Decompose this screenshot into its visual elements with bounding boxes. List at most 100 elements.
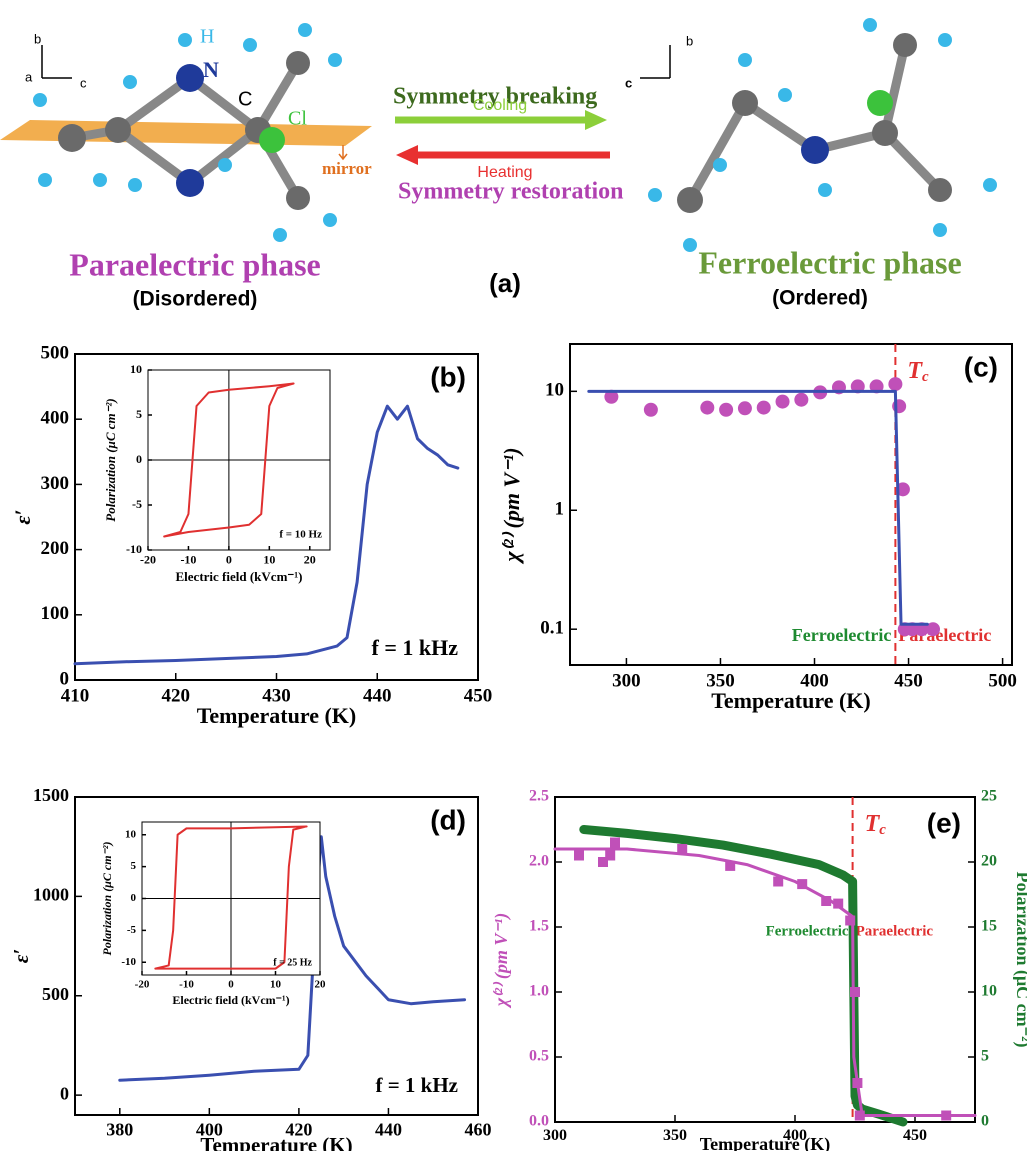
x-axis-label: Temperature (K)	[711, 688, 870, 713]
x-tick-label: -20	[140, 553, 156, 567]
atom-h	[323, 213, 337, 227]
transition-label: Symmetry restoration	[398, 179, 624, 205]
tc-subscript: c	[922, 369, 929, 385]
data-point	[941, 1111, 951, 1121]
data-point	[757, 401, 771, 415]
arrow-head	[396, 145, 418, 165]
x-tick-label: 10	[270, 978, 282, 990]
mirror-label: mirror	[322, 159, 372, 178]
atom-h	[713, 158, 727, 172]
y-tick-label: 0.5	[529, 1048, 549, 1065]
x-tick-label: 420	[162, 685, 191, 706]
tc-symbol: T	[907, 358, 923, 384]
x-axis-label: Electric field (kVcm⁻¹)	[172, 993, 289, 1007]
panel-label: (d)	[430, 804, 466, 835]
x-tick-label: 460	[465, 1119, 492, 1139]
phase-title: Ferroelectric phase	[698, 244, 961, 280]
tc-symbol: T	[865, 811, 881, 837]
atom-c	[105, 117, 131, 143]
x-tick-label: -10	[180, 553, 196, 567]
y-tick-label: 0.0	[529, 1113, 549, 1130]
atom-c	[872, 120, 898, 146]
axis-icon	[640, 45, 670, 78]
y-tick-label: -10	[121, 956, 136, 968]
figure: b a c b c H N C Cl mirror Symmetry break…	[0, 0, 1027, 1151]
data-point	[855, 1111, 865, 1121]
y-tick-label: 0.1	[540, 618, 564, 639]
axis-label: b	[34, 31, 41, 46]
y2-tick-label: 25	[981, 788, 997, 805]
panel-label: (e)	[927, 807, 961, 838]
atom-h	[178, 33, 192, 47]
y-tick-label: 500	[42, 984, 69, 1004]
atom-n	[176, 64, 204, 92]
x-axis-label: Temperature (K)	[700, 1134, 830, 1151]
data-point	[644, 403, 658, 417]
x-tick-label: 440	[375, 1119, 402, 1139]
y-tick-label: 0	[136, 452, 142, 466]
arrow-head	[585, 110, 607, 130]
axis-label: a	[25, 69, 33, 84]
y2-axis-label: Polarization (μC cm⁻²)	[1012, 871, 1027, 1047]
atom-h	[738, 53, 752, 67]
x-tick-label: 380	[106, 1119, 133, 1139]
atom-h	[243, 38, 257, 52]
atom-c	[893, 33, 917, 57]
phase-label: Paraelectric	[856, 923, 934, 939]
atom-c	[732, 90, 758, 116]
x-tick-label: 20	[315, 978, 327, 990]
y-tick-label: 100	[41, 603, 70, 624]
atom-h	[298, 23, 312, 37]
atom-c	[58, 124, 86, 152]
atom-label: N	[203, 57, 219, 82]
bond	[690, 103, 745, 200]
y-tick-label: 2.5	[529, 788, 549, 805]
y-axis-label: Polarization (μC cm⁻²)	[103, 398, 118, 521]
mirror-plane	[0, 120, 372, 146]
phase-label: Ferroelectric	[766, 923, 849, 939]
atom-h	[273, 228, 287, 242]
y-tick-label: 400	[41, 408, 70, 429]
data-point	[574, 851, 584, 861]
atom-h	[218, 158, 232, 172]
y-tick-label: 1	[555, 499, 565, 520]
atom-h	[123, 75, 137, 89]
y-tick-label: 1.5	[529, 918, 549, 935]
x-tick-label: 350	[663, 1127, 687, 1144]
chart-panel: 3003504004505000.1110Temperature (K)χ⁽²⁾…	[499, 344, 1017, 713]
atom-c	[677, 187, 703, 213]
data-point	[888, 377, 902, 391]
axis-label: c	[625, 75, 632, 90]
data-point	[719, 403, 733, 417]
data-point	[610, 838, 620, 848]
y-tick-label: -5	[132, 497, 142, 511]
bond	[885, 45, 905, 133]
y-axis-label: ε′	[10, 509, 35, 524]
atom-c	[286, 186, 310, 210]
y-tick-label: 1500	[33, 785, 69, 805]
y-tick-label: 10	[125, 828, 137, 840]
x-tick-label: 10	[263, 553, 275, 567]
axis-label: c	[80, 75, 87, 90]
y-tick-label: 5	[131, 860, 137, 872]
atom-label: Cl	[288, 108, 307, 130]
y2-tick-label: 10	[981, 983, 997, 1000]
atom-h	[818, 183, 832, 197]
data-point	[833, 899, 843, 909]
arrow-label: Cooling	[473, 97, 527, 114]
phase-title: Paraelectric phase	[69, 246, 320, 282]
x-tick-label: 440	[363, 685, 392, 706]
atom-h	[38, 173, 52, 187]
data-point	[677, 844, 687, 854]
atom-c	[928, 178, 952, 202]
data-point	[700, 401, 714, 415]
data-point	[845, 916, 855, 926]
data-point	[850, 987, 860, 997]
data-point	[794, 393, 808, 407]
x-tick-label: 0	[226, 553, 232, 567]
x-tick-label: 0	[228, 978, 234, 990]
y-axis-label: χ⁽²⁾ (pm V⁻¹)	[491, 913, 512, 1010]
mirror-arrow	[339, 145, 347, 159]
phase-state: (Disordered)	[133, 288, 258, 311]
atom-h	[938, 33, 952, 47]
